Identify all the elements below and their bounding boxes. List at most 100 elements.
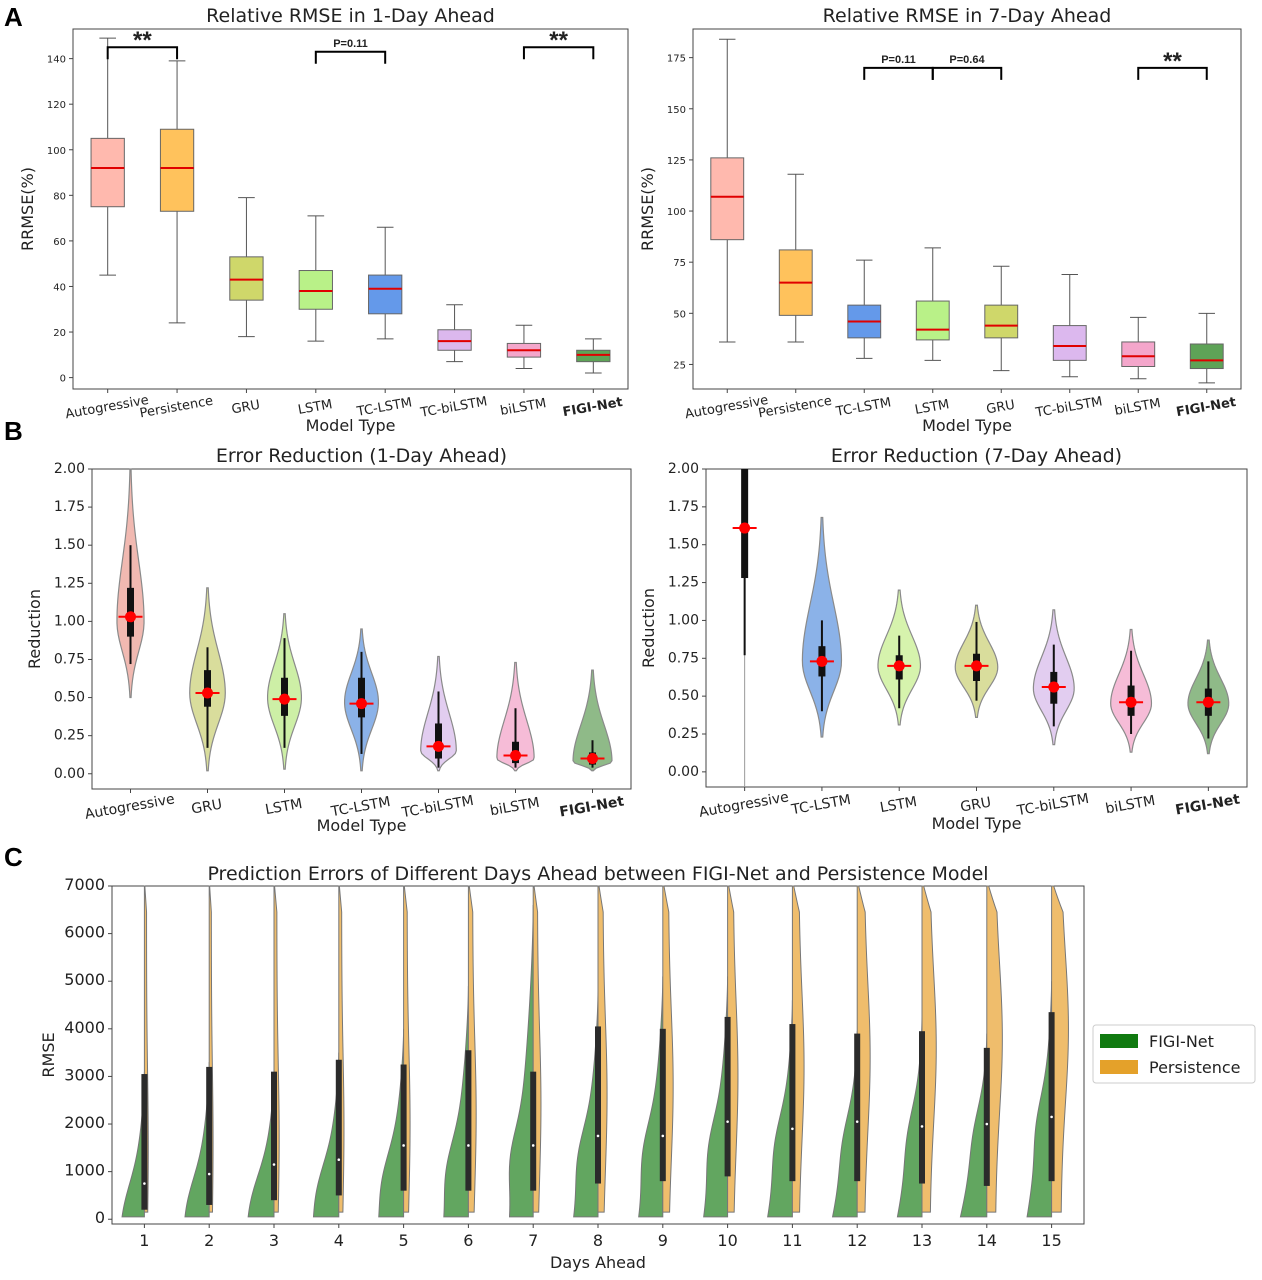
box-figi-net xyxy=(576,338,611,374)
median-point xyxy=(920,1125,924,1128)
x-tick-label: TC-biLSTM xyxy=(1034,394,1104,421)
x-tick-label: 8 xyxy=(593,1231,603,1250)
median-point xyxy=(1050,1115,1053,1119)
x-tick-label: FIGI-Net xyxy=(562,395,624,420)
plot-frame xyxy=(72,28,629,390)
chart-4: Error Reduction (7-Day Ahead) 0.00 0.25 0.5… xyxy=(639,445,1248,833)
median-point xyxy=(207,1172,211,1176)
y-tick-label: 140 xyxy=(47,55,66,66)
violin-tc-bilstm xyxy=(1032,609,1075,746)
violin-gru xyxy=(954,604,999,718)
iqr-box xyxy=(724,1016,731,1177)
split-violin-day-8 xyxy=(573,885,608,1218)
box-autogressive xyxy=(710,38,745,343)
panel-a-label: A xyxy=(4,2,23,32)
box-autogressive xyxy=(90,37,125,276)
x-tick-label: 1 xyxy=(139,1231,149,1250)
y-tick-label: 0.00 xyxy=(54,766,85,782)
median-point xyxy=(739,522,751,534)
box-tc-bilstm xyxy=(1052,273,1087,378)
x-tick-label: TC-LSTM xyxy=(834,395,892,420)
legend-label: FIGI-Net xyxy=(1149,1032,1214,1051)
x-axis-label: Model Type xyxy=(922,416,1012,435)
iqr-box xyxy=(206,1066,213,1205)
chart-title: Relative RMSE in 7-Day Ahead xyxy=(823,5,1112,27)
iqr-box xyxy=(789,1024,796,1182)
y-axis-label: RRMSE(%) xyxy=(18,167,37,251)
iqr-box xyxy=(465,1050,472,1191)
violin-bilstm xyxy=(496,661,535,772)
iqr-box xyxy=(400,1064,407,1191)
x-axis-label: Days Ahead xyxy=(550,1253,646,1272)
violin-bilstm xyxy=(1110,628,1153,753)
x-tick-label: GRU xyxy=(959,795,992,816)
y-tick-label: 1.50 xyxy=(668,537,699,553)
y-tick-label: 0.00 xyxy=(668,764,699,780)
x-tick-label: biLSTM xyxy=(499,396,547,419)
x-tick-label: FIGI-Net xyxy=(1175,395,1237,420)
median-point xyxy=(661,1134,665,1138)
violin-autogressive xyxy=(116,468,145,699)
y-tick-label: 2000 xyxy=(64,1113,105,1132)
median-point xyxy=(791,1127,794,1131)
figi-net-half xyxy=(831,1031,858,1218)
y-tick-label: 20 xyxy=(53,328,66,339)
chart-title: Prediction Errors of Different Days Ahea… xyxy=(207,863,988,885)
box-body xyxy=(368,274,403,315)
x-tick-label: 7 xyxy=(528,1231,538,1250)
split-violin-day-5 xyxy=(378,885,411,1218)
split-violin-day-9 xyxy=(638,885,674,1218)
iqr-box xyxy=(919,1031,925,1184)
median-point xyxy=(726,1120,729,1123)
y-tick-label: 4000 xyxy=(64,1018,105,1037)
y-axis-label: RMSE xyxy=(39,1032,58,1077)
x-tick-label: 4 xyxy=(334,1231,344,1250)
x-tick-label: 14 xyxy=(977,1231,997,1250)
y-tick-label: 1.75 xyxy=(54,499,85,515)
chart-title: Error Reduction (1-Day Ahead) xyxy=(216,445,507,467)
x-tick-label: 9 xyxy=(658,1231,668,1250)
y-tick-label: 1.50 xyxy=(54,537,85,553)
y-tick-label: 1.25 xyxy=(54,575,85,591)
y-tick-label: 125 xyxy=(667,156,686,167)
median-point xyxy=(531,1144,535,1147)
y-tick-label: 120 xyxy=(47,100,66,111)
y-tick-label: 175 xyxy=(667,54,686,65)
chart-title: Relative RMSE in 1-Day Ahead xyxy=(206,5,495,27)
violin-figi-net xyxy=(1187,639,1230,755)
y-tick-label: 6000 xyxy=(64,923,105,942)
box-body xyxy=(229,256,264,301)
median-point xyxy=(1048,681,1060,693)
figi-net-half xyxy=(312,1052,340,1218)
x-tick-label: FIGI-Net xyxy=(558,793,625,820)
y-tick-label: 3000 xyxy=(64,1065,105,1084)
x-tick-label: TC-LSTM xyxy=(789,792,852,818)
bracket-line xyxy=(522,46,595,60)
y-tick-label: 100 xyxy=(667,207,686,218)
x-tick-label: LSTM xyxy=(264,796,304,818)
bracket-line xyxy=(1137,66,1208,80)
x-tick-label: biLSTM xyxy=(1104,793,1156,817)
figi-net-half xyxy=(443,985,469,1218)
x-tick-label: 11 xyxy=(782,1231,802,1250)
violin-autogressive xyxy=(732,469,757,787)
box-lstm xyxy=(915,247,950,361)
box-body xyxy=(1052,325,1087,361)
bracket-label: ** xyxy=(549,27,568,54)
box-gru xyxy=(229,197,264,338)
median-point xyxy=(971,660,982,672)
split-violin-day-14 xyxy=(959,885,1003,1218)
median-point xyxy=(402,1144,405,1147)
box-gru xyxy=(984,265,1019,372)
chart-title: Error Reduction (7-Day Ahead) xyxy=(831,445,1122,467)
x-tick-label: GRU xyxy=(985,398,1016,418)
split-violin-day-2 xyxy=(184,885,214,1218)
x-tick-label: 10 xyxy=(717,1231,737,1250)
split-violin-day-4 xyxy=(312,885,345,1218)
significance-bracket: ** xyxy=(1137,48,1208,80)
y-tick-label: 1.75 xyxy=(668,499,699,515)
median-point xyxy=(596,1134,600,1138)
y-tick-label: 5000 xyxy=(64,970,105,989)
x-tick-label: LSTM xyxy=(297,397,334,418)
box-body xyxy=(298,270,333,310)
